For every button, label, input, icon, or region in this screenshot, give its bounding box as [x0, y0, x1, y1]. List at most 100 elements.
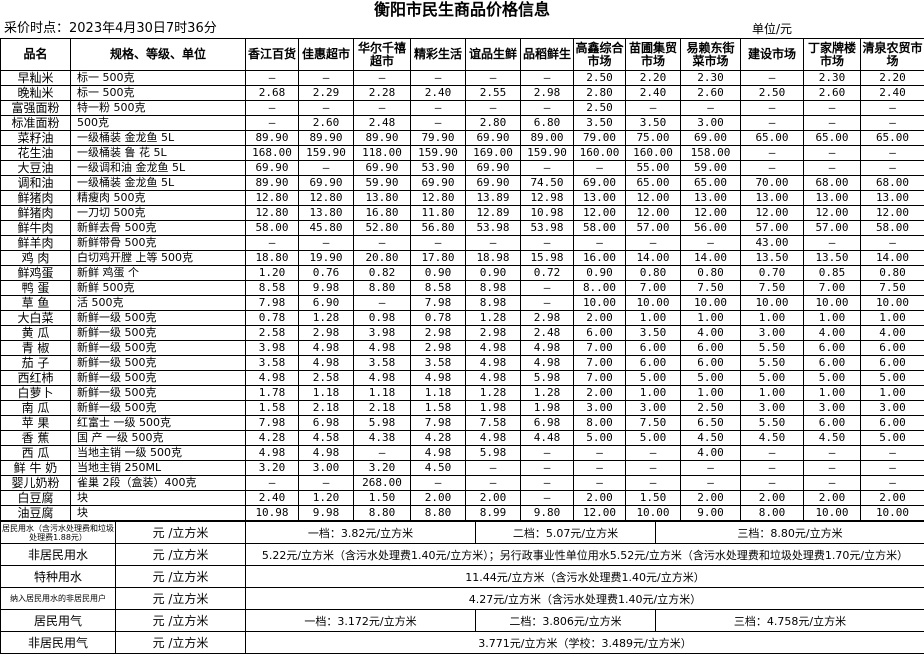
- column-header: 谊品生鲜: [465, 38, 521, 71]
- price: 4.50: [740, 430, 804, 446]
- price: 1.28: [298, 310, 354, 326]
- price: 65.00: [680, 175, 741, 191]
- price: 169.00: [465, 145, 521, 161]
- price: 69.90: [298, 175, 354, 191]
- price: 14.00: [680, 250, 741, 266]
- price: 65.00: [860, 130, 924, 146]
- price: 13.00: [573, 190, 626, 206]
- price: —: [625, 475, 681, 491]
- spec: 一级桶装 金龙鱼 5L: [70, 175, 246, 191]
- price: 2.00: [860, 490, 924, 506]
- utility-unit: 元 /立方米: [115, 587, 246, 610]
- price: 8..00: [573, 280, 626, 296]
- price: 10.00: [860, 505, 924, 521]
- price: 4.98: [245, 445, 299, 461]
- price: —: [573, 235, 626, 251]
- price: 2.58: [245, 325, 299, 341]
- price: 10.00: [625, 295, 681, 311]
- price: —: [803, 475, 861, 491]
- price: 168.00: [245, 145, 299, 161]
- price: 2.40: [245, 490, 299, 506]
- item-name: 大白菜: [0, 310, 71, 326]
- price: 8.99: [465, 505, 521, 521]
- price: 160.00: [625, 145, 681, 161]
- utility-row: 纳入居民用水的非居民用户元 /立方米 4.27元/立方米（含污水处理费1.40元/…: [0, 587, 924, 610]
- price: 89.90: [353, 130, 411, 146]
- price: 1.20: [245, 265, 299, 281]
- price: 18.98: [465, 250, 521, 266]
- price: 10.98: [245, 505, 299, 521]
- price: 55.00: [625, 160, 681, 176]
- price: —: [740, 460, 804, 476]
- price: 10.00: [803, 295, 861, 311]
- price: 12.80: [245, 205, 299, 221]
- spec: 精瘦肉 500克: [70, 190, 246, 206]
- price: 2.50: [573, 100, 626, 116]
- price: 2.48: [520, 325, 574, 341]
- price: 2.20: [860, 70, 924, 86]
- price: —: [353, 445, 411, 461]
- price: 4.98: [353, 370, 411, 386]
- price: 3.00: [573, 400, 626, 416]
- utility-price: 二档：3.806元/立方米: [475, 609, 656, 632]
- utility-unit: 元 /立方米: [115, 631, 246, 654]
- price: 4.48: [520, 430, 574, 446]
- price: 1.28: [465, 385, 521, 401]
- price: 16.00: [573, 250, 626, 266]
- price: —: [803, 235, 861, 251]
- price: 7.00: [573, 370, 626, 386]
- price: 5.98: [353, 415, 411, 431]
- price: 1.28: [465, 310, 521, 326]
- price: 12.00: [625, 205, 681, 221]
- price: 3.00: [803, 400, 861, 416]
- price: —: [520, 100, 574, 116]
- utility-name: 非居民用气: [0, 631, 116, 654]
- item-name: 南 瓜: [0, 400, 71, 416]
- utility-name: 特种用水: [0, 565, 116, 588]
- table-row: 鸭 蛋新鲜 500克 8.58 9.98 8.80 8.58 8.98—8..00 7.00…: [0, 280, 924, 296]
- price: 118.00: [353, 145, 411, 161]
- table-row: 标准面粉 500克 —2.60 2.48—2.80 6.80 3.50 3.50 3.00— —…: [0, 115, 924, 131]
- price: —: [520, 445, 574, 461]
- table-row: 鲜猪肉 一刀切 500克 12.80 13.80 16.80 11.80 12.89 10.9…: [0, 205, 924, 221]
- price: 56.00: [680, 220, 741, 236]
- price: 89.90: [298, 130, 354, 146]
- table-row: 大豆油 一级调和油 金龙鱼 5L 69.90—69.90 53.90 69.90— —55…: [0, 160, 924, 176]
- price: 9.80: [520, 505, 574, 521]
- price: 4.98: [298, 355, 354, 371]
- price: —: [353, 235, 411, 251]
- price: —: [410, 115, 466, 131]
- item-name: 鲜鸡蛋: [0, 265, 71, 281]
- price: —: [573, 460, 626, 476]
- table-row: 菜籽油 一级桶装 金龙鱼 5L 89.90 89.90 89.90 79.90 69.90 8…: [0, 130, 924, 146]
- price: 2.98: [410, 340, 466, 356]
- price: 57.00: [740, 220, 804, 236]
- price: 13.80: [353, 190, 411, 206]
- price: —: [803, 460, 861, 476]
- price: 0.72: [520, 265, 574, 281]
- item-name: 鲜猪肉: [0, 190, 71, 206]
- item-name: 白豆腐: [0, 490, 71, 506]
- price: 4.50: [680, 430, 741, 446]
- price: 2.60: [680, 85, 741, 101]
- price: 12.00: [625, 190, 681, 206]
- utility-name: 非居民用水: [0, 543, 116, 566]
- utility-unit: 元 /立方米: [115, 609, 246, 632]
- price: 2.80: [573, 85, 626, 101]
- price: 14.00: [625, 250, 681, 266]
- spec: 新鲜一级 500克: [70, 370, 246, 386]
- price: —: [298, 160, 354, 176]
- price: 8.58: [245, 280, 299, 296]
- spec: 新鲜一级 500克: [70, 385, 246, 401]
- price: 1.98: [465, 400, 521, 416]
- price: 6.00: [573, 325, 626, 341]
- price: 2.40: [860, 85, 924, 101]
- price: 6.00: [680, 340, 741, 356]
- price: 4.98: [520, 355, 574, 371]
- price: 4.58: [298, 430, 354, 446]
- price: —: [245, 475, 299, 491]
- price: 12.00: [573, 505, 626, 521]
- price: 52.80: [353, 220, 411, 236]
- price: 3.58: [245, 355, 299, 371]
- column-header: 丁家牌楼市场: [803, 38, 861, 71]
